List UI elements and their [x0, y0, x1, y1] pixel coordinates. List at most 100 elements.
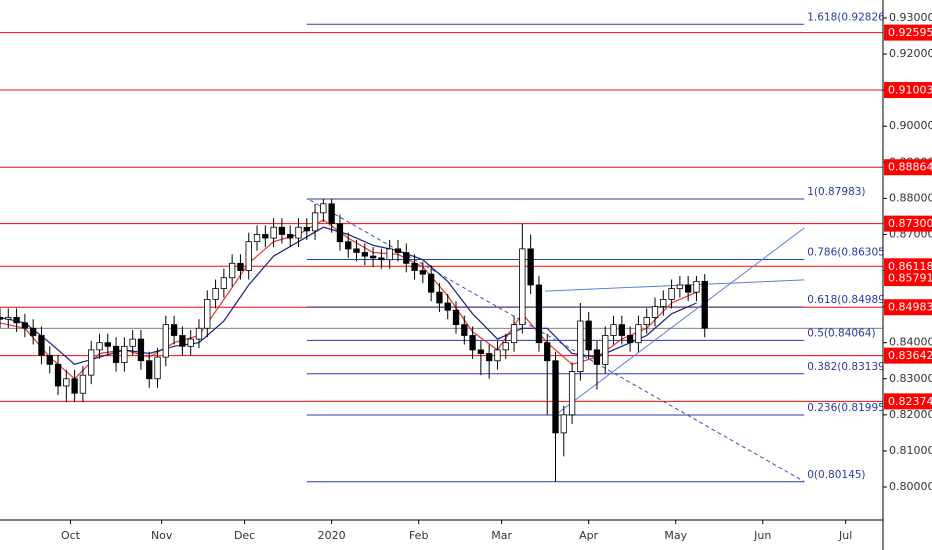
candle-body [693, 280, 700, 293]
candle-body [444, 302, 451, 311]
candle-body [510, 324, 518, 344]
candle-body [212, 288, 219, 300]
y-tick-label: 0.83000 [889, 372, 932, 385]
y-tick-label: 0.92000 [889, 47, 932, 60]
trendline [545, 279, 805, 292]
candle-body [303, 226, 310, 232]
candle-body [5, 317, 12, 320]
candle-body [419, 270, 426, 275]
candle-body [452, 309, 460, 326]
candle-body [220, 277, 228, 289]
candle-body [676, 284, 684, 289]
price-tag [884, 347, 932, 364]
candle-body [527, 248, 534, 286]
price-tag [884, 159, 932, 176]
candle-body [79, 374, 87, 394]
candle-body [469, 335, 476, 351]
price-tag-label: 0.91003 [888, 84, 932, 97]
candle-body [295, 226, 302, 239]
candle-body [204, 298, 211, 329]
candle-body [353, 248, 360, 253]
price-tag-label: 0.82374 [888, 395, 932, 408]
candle-body [13, 317, 20, 324]
candle-body [427, 273, 435, 293]
price-tag [884, 82, 932, 99]
candle-body [361, 252, 368, 257]
candle-body [486, 353, 493, 362]
time-axis-bg [0, 520, 883, 550]
candle-body [54, 363, 62, 387]
candle-body [651, 306, 659, 318]
candle-body [544, 342, 551, 362]
candle-body [162, 324, 169, 358]
candle-body [461, 324, 468, 336]
candle-body [121, 345, 128, 363]
price-tag [884, 299, 932, 316]
price-tag [884, 270, 932, 287]
x-tick-label: Apr [579, 529, 599, 542]
candle-body [129, 338, 136, 347]
fib-label: 0(0.80145) [807, 469, 865, 481]
candle-body [345, 241, 352, 250]
candle-body [71, 378, 78, 394]
candle-body [38, 335, 45, 356]
x-tick-label: Feb [409, 529, 428, 542]
plot-area: 1.618(0.92826) 1(0.87983) 0.786(0.86305) 0.… [0, 11, 889, 483]
candle-body [320, 203, 327, 214]
candle-body [519, 248, 526, 326]
y-tick-label: 0.82000 [889, 408, 932, 421]
candle-body [618, 324, 625, 336]
price-tag-label: 0.83642 [888, 349, 932, 362]
candle-body [336, 223, 344, 243]
fib-label: 0.382(0.83139) [807, 361, 889, 373]
candle-body [21, 322, 29, 329]
candle-body [112, 345, 120, 363]
candle-body [270, 226, 277, 239]
price-tag-label: 0.86118 [888, 260, 932, 273]
candle-body [88, 349, 95, 376]
y-tick-label: 0.88000 [889, 191, 932, 204]
x-tick-label: May [664, 529, 687, 542]
candle-body [593, 349, 601, 365]
x-tick-label: 2020 [318, 529, 346, 542]
candle-body [253, 234, 261, 243]
candle-body [394, 248, 402, 253]
x-tick-label: Mar [491, 529, 512, 542]
candle-body [386, 248, 393, 261]
y-tick-label: 0.81000 [889, 444, 932, 457]
candle-body [643, 317, 650, 326]
candle-body [635, 324, 642, 344]
candle-body [287, 234, 294, 239]
candle-body [154, 356, 161, 380]
y-tick-label: 0.93000 [889, 11, 932, 24]
candle-body [411, 262, 418, 271]
candle-body [63, 378, 70, 387]
x-tick-label: Dec [234, 529, 255, 542]
candle-body [552, 360, 559, 434]
candle-body [685, 284, 692, 293]
candle-body [568, 371, 576, 416]
candle-body [195, 327, 203, 340]
fib-label: 0.786(0.86305) [807, 247, 889, 259]
price-tag-label: 0.92595 [888, 26, 932, 39]
price-tag-label: 0.84983 [888, 301, 932, 314]
price-tag [884, 24, 932, 41]
candle-body [245, 241, 252, 271]
fib-label: 1(0.87983) [807, 186, 865, 198]
candle-body [403, 252, 410, 264]
candle-body [502, 342, 509, 351]
candle-body [369, 255, 377, 259]
price-tag-label: 0.85791 [888, 272, 932, 285]
candle-body [668, 288, 675, 300]
candle-body [577, 320, 584, 372]
candle-body [494, 349, 501, 362]
candle-body [278, 226, 286, 235]
fib-label: 0.5(0.84064) [807, 327, 875, 339]
candle-body [560, 414, 567, 434]
candle-body [585, 320, 592, 351]
price-tag [884, 393, 932, 410]
price-tag-label: 0.88864 [888, 161, 932, 174]
price-tag-label: 0.87300 [888, 217, 932, 230]
